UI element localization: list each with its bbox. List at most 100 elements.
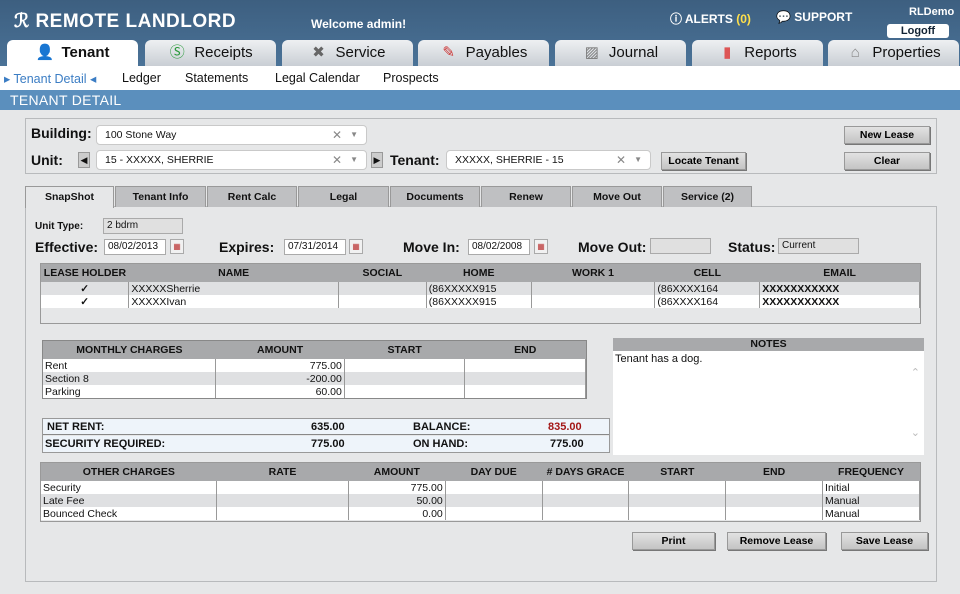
- table-row[interactable]: Security 775.00 Initial: [41, 481, 920, 494]
- chevron-down-icon[interactable]: ▼: [634, 155, 642, 164]
- locate-tenant-button[interactable]: Locate Tenant: [661, 152, 746, 170]
- on-hand-label: ON HAND:: [413, 438, 468, 450]
- chevron-down-icon[interactable]: ▼: [350, 130, 358, 139]
- table-row[interactable]: ✓ XXXXXIvan (86XXXXX915 (86XXXX164 XXXXXXXXX…: [41, 295, 920, 308]
- table-cell: Section 8: [43, 372, 217, 385]
- tab-tenant-info[interactable]: Tenant Info: [115, 186, 206, 207]
- alerts-link[interactable]: ⓘ ALERTS (0): [670, 12, 751, 26]
- calendar-icon[interactable]: ▦: [170, 239, 184, 254]
- chevron-down-icon[interactable]: ▼: [350, 155, 358, 164]
- table-cell: [464, 359, 586, 372]
- main-tab-receipts[interactable]: Ⓢ Receipts: [145, 40, 276, 66]
- main-tab-tenant[interactable]: 👤 Tenant: [7, 40, 138, 66]
- status-field: Current: [778, 238, 859, 254]
- main-tab-payables[interactable]: ✎ Payables: [418, 40, 549, 66]
- table-cell: [464, 385, 586, 398]
- alerts-count: (0): [736, 12, 751, 26]
- table-cell: [725, 481, 824, 494]
- tab-rent-calc[interactable]: Rent Calc: [207, 186, 297, 207]
- column-header: WORK 1: [531, 264, 655, 282]
- column-header: START: [628, 463, 726, 481]
- support-link[interactable]: 💬 SUPPORT: [776, 10, 853, 24]
- alert-icon: ⓘ: [670, 12, 685, 26]
- table-cell: [445, 507, 543, 520]
- effective-date-input[interactable]: 08/02/2013: [104, 239, 166, 255]
- username: RLDemo: [909, 6, 955, 18]
- subnav-statements[interactable]: Statements: [185, 71, 249, 85]
- subnav-ledger[interactable]: Ledger: [122, 71, 161, 85]
- subnav-tenant-detail[interactable]: ▸ Tenant Detail ◂: [4, 72, 97, 86]
- scroll-down-icon[interactable]: ⌄: [910, 427, 920, 439]
- table-cell: XXXXXIvan: [128, 295, 339, 308]
- building-select[interactable]: 100 Stone Way ✕ ▼: [96, 125, 367, 145]
- column-header: DAY DUE: [445, 463, 543, 481]
- subnav-legal-calendar[interactable]: Legal Calendar: [275, 71, 360, 85]
- new-lease-button[interactable]: New Lease: [844, 126, 930, 144]
- table-cell: Parking: [43, 385, 217, 398]
- balance-label: BALANCE:: [413, 421, 471, 433]
- table-cell: (86XXXX164: [654, 282, 761, 295]
- table-row[interactable]: Bounced Check 0.00 Manual: [41, 507, 920, 520]
- prev-unit-button[interactable]: ◀: [78, 152, 90, 168]
- unit-type-label: Unit Type:: [35, 221, 84, 232]
- save-lease-button[interactable]: Save Lease: [841, 532, 928, 550]
- table-cell: [725, 494, 824, 507]
- subnav-prospects[interactable]: Prospects: [383, 71, 439, 85]
- move-in-label: Move In:: [403, 239, 460, 255]
- table-cell: [628, 507, 727, 520]
- notes-title: NOTES: [613, 338, 924, 351]
- table-cell: Rent: [43, 359, 217, 372]
- clear-button[interactable]: Clear: [844, 152, 930, 170]
- next-unit-button[interactable]: ▶: [371, 152, 383, 168]
- table-cell: [628, 494, 727, 507]
- table-row[interactable]: Parking 60.00: [43, 385, 586, 398]
- main-tab-properties[interactable]: ⌂ Properties: [828, 40, 959, 66]
- print-button[interactable]: Print: [632, 532, 715, 550]
- table-row[interactable]: Late Fee 50.00 Manual: [41, 494, 920, 507]
- house-icon: ⌂: [850, 44, 860, 61]
- main-tab-service[interactable]: ✖ Service: [282, 40, 413, 66]
- column-header: OTHER CHARGES: [41, 463, 217, 481]
- tab-renew[interactable]: Renew: [481, 186, 571, 207]
- scroll-up-icon[interactable]: ⌃: [910, 367, 920, 379]
- tab-documents[interactable]: Documents: [390, 186, 480, 207]
- column-header: START: [344, 341, 465, 359]
- table-cell: 0.00: [348, 507, 446, 520]
- clear-icon[interactable]: ✕: [615, 153, 626, 167]
- tab-snapshot[interactable]: SnapShot: [25, 186, 114, 208]
- totals-box: NET RENT: 635.00 BALANCE: 835.00 SECURIT…: [42, 418, 610, 453]
- column-header: MONTHLY CHARGES: [43, 341, 216, 359]
- calendar-icon[interactable]: ▦: [349, 239, 363, 254]
- move-in-date-input[interactable]: 08/02/2008: [468, 239, 530, 255]
- expires-date-input[interactable]: 07/31/2014: [284, 239, 346, 255]
- table-cell: [464, 372, 586, 385]
- logoff-button[interactable]: Logoff: [887, 24, 949, 38]
- column-header: HOME: [426, 264, 532, 282]
- effective-label: Effective:: [35, 239, 99, 255]
- app-logo[interactable]: ℛ REMOTE LANDLORD: [14, 11, 237, 32]
- table-cell: [531, 295, 656, 308]
- table-row[interactable]: ✓ XXXXXSherrie (86XXXXX915 (86XXXX164 XXXXXX…: [41, 282, 920, 295]
- remove-lease-button[interactable]: Remove Lease: [727, 532, 826, 550]
- clear-icon[interactable]: ✕: [331, 153, 342, 167]
- table-cell: ✓: [41, 282, 130, 295]
- main-tab-reports[interactable]: ▮ Reports: [692, 40, 823, 66]
- table-cell: [344, 359, 466, 372]
- tab-legal[interactable]: Legal: [298, 186, 389, 207]
- table-row[interactable]: Section 8 -200.00: [43, 372, 586, 385]
- tab-service[interactable]: Service (2): [663, 186, 752, 207]
- calendar-icon[interactable]: ▦: [534, 239, 548, 254]
- main-tab-journal[interactable]: ▨ Journal: [555, 40, 686, 66]
- column-header: SOCIAL: [338, 264, 427, 282]
- unit-select[interactable]: 15 - XXXXX, SHERRIE ✕ ▼: [96, 150, 367, 170]
- tenant-select[interactable]: XXXXX, SHERRIE - 15 ✕ ▼: [446, 150, 651, 170]
- notes-textarea[interactable]: Tenant has a dog.: [615, 353, 703, 365]
- table-cell: [445, 494, 543, 507]
- selector-panel: Building: 100 Stone Way ✕ ▼ Unit: ◀ 15 - X…: [25, 118, 937, 174]
- tab-move-out[interactable]: Move Out: [572, 186, 662, 207]
- notes-panel: NOTES Tenant has a dog. ⌃ ⌄: [613, 338, 924, 455]
- table-row[interactable]: Rent 775.00: [43, 359, 586, 372]
- clear-icon[interactable]: ✕: [331, 128, 342, 142]
- table-cell: XXXXXXXXXXX: [759, 295, 920, 308]
- expires-label: Expires:: [219, 239, 275, 255]
